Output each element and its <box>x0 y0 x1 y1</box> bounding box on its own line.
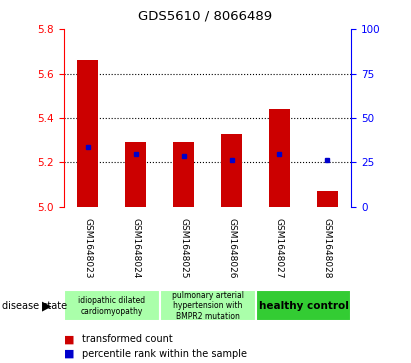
Bar <box>221 134 242 207</box>
Bar <box>316 191 338 207</box>
Bar <box>159 290 256 321</box>
Bar <box>173 142 194 207</box>
Bar <box>64 290 159 321</box>
Text: GSM1648023: GSM1648023 <box>83 219 92 279</box>
Text: ■: ■ <box>64 349 74 359</box>
Text: ▶: ▶ <box>42 299 52 312</box>
Bar <box>269 109 290 207</box>
Text: GSM1648026: GSM1648026 <box>227 219 236 279</box>
Bar <box>125 142 146 207</box>
Text: GSM1648024: GSM1648024 <box>131 219 140 279</box>
Text: transformed count: transformed count <box>82 334 173 344</box>
Text: pulmonary arterial
hypertension with
BMPR2 mutation: pulmonary arterial hypertension with BMP… <box>171 291 244 321</box>
Bar <box>256 290 351 321</box>
Text: GDS5610 / 8066489: GDS5610 / 8066489 <box>139 9 272 22</box>
Text: ■: ■ <box>64 334 74 344</box>
Text: percentile rank within the sample: percentile rank within the sample <box>82 349 247 359</box>
Text: GSM1648028: GSM1648028 <box>323 219 332 279</box>
Text: healthy control: healthy control <box>259 301 349 311</box>
Text: GSM1648025: GSM1648025 <box>179 219 188 279</box>
Text: idiopathic dilated
cardiomyopathy: idiopathic dilated cardiomyopathy <box>78 296 145 315</box>
Text: disease state: disease state <box>2 301 67 311</box>
Bar <box>77 60 99 207</box>
Text: GSM1648027: GSM1648027 <box>275 219 284 279</box>
